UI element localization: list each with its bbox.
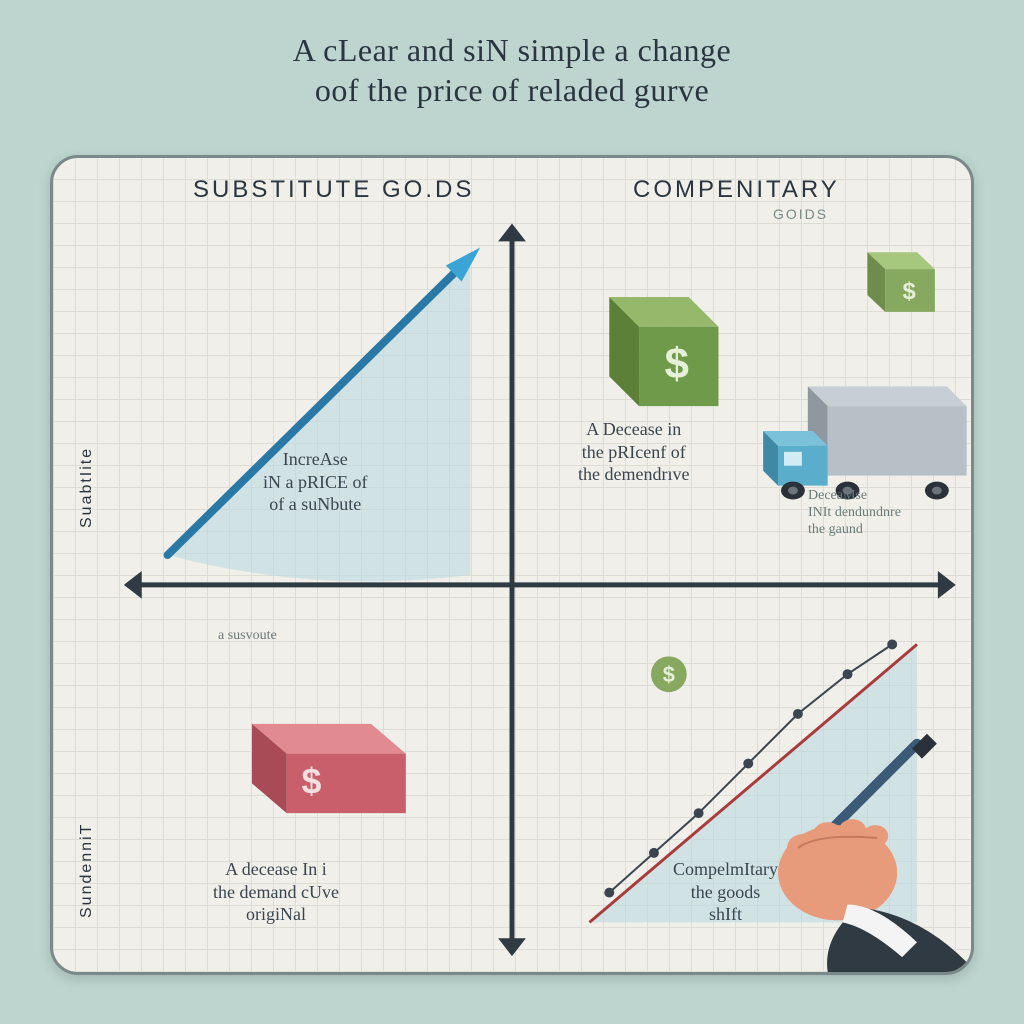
title-line2: oof the price of reladed gurve [315, 72, 709, 108]
q3-caption: A decease In ithe demand cUve origiNal [213, 858, 339, 926]
svg-text:$: $ [665, 339, 689, 388]
q1-caption: IncreAseiN a pRICE ofof a suNbute [263, 448, 367, 516]
diagram-panel: SUBSTITUTE GO.DS COMPENITARY GOIDS Suabt… [50, 155, 974, 975]
svg-text:$: $ [302, 761, 322, 801]
arrowhead-up [498, 224, 526, 242]
q2-caption-1: A Decease inthe pRIcenf ofthe demendrıve [578, 418, 689, 486]
svg-text:$: $ [902, 278, 915, 305]
arrowhead-right [938, 571, 956, 599]
page-title: A cLear and siN simple a change oof the … [0, 0, 1024, 120]
q3-red-box-icon: $ [252, 724, 406, 813]
q2-money-box-icon: $ $ [609, 158, 718, 406]
q3-sublabel: a susvoute [218, 628, 277, 645]
title-line1: A cLear and siN simple a change [293, 32, 731, 68]
q4-caption: CompelmItarythe goods shIft [673, 858, 778, 926]
q4-dollar-icon: $ [663, 662, 675, 687]
q2-truck-icon [763, 386, 967, 499]
q2-small-money-box-icon: $ [867, 252, 935, 312]
quadrant-axes: $ $ $ [53, 158, 971, 972]
arrowhead-left [124, 571, 142, 599]
q2-caption-2: DeceaMseINIt dendundnrethe gaund [808, 488, 901, 538]
arrowhead-down [498, 938, 526, 956]
